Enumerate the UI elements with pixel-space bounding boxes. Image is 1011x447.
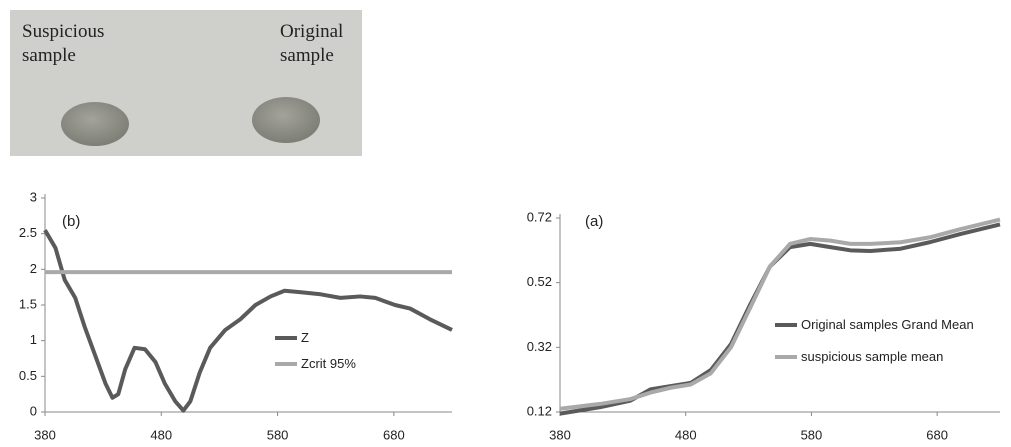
x-tick-label: 580 bbox=[267, 427, 289, 442]
y-tick-label: 1 bbox=[30, 332, 37, 347]
y-tick-label: 2 bbox=[30, 261, 37, 276]
y-tick-label: 0.52 bbox=[527, 274, 552, 289]
legend-label: Original samples Grand Mean bbox=[801, 315, 1011, 334]
x-tick-label: 380 bbox=[549, 427, 571, 442]
photo-label: Suspicious sample bbox=[22, 20, 132, 68]
y-tick-label: 0.5 bbox=[19, 368, 37, 383]
x-tick-label: 480 bbox=[675, 427, 697, 442]
figure: 0 0.5 1 1.5 2 2.5 3 380 480 580 680 (b) 0.12 0.32 0.52… bbox=[0, 0, 1011, 447]
x-tick-label: 480 bbox=[150, 427, 172, 442]
x-tick-label: 680 bbox=[383, 427, 405, 442]
x-tick-label: 680 bbox=[926, 427, 948, 442]
y-tick-label: 0.72 bbox=[527, 209, 552, 224]
legend-label: Zcrit 95% bbox=[301, 354, 401, 373]
x-tick-label: 580 bbox=[801, 427, 823, 442]
annotation: (b) bbox=[62, 213, 80, 230]
series-line bbox=[45, 230, 452, 410]
y-tick-label: 0.12 bbox=[527, 403, 552, 418]
y-tick-label: 3 bbox=[30, 189, 37, 204]
y-tick-label: 2.5 bbox=[19, 225, 37, 240]
annotation: (a) bbox=[585, 213, 603, 230]
x-tick-label: 380 bbox=[34, 427, 56, 442]
y-tick-label: 0 bbox=[30, 403, 37, 418]
legend-label: Z bbox=[301, 328, 401, 347]
y-tick-label: 1.5 bbox=[19, 296, 37, 311]
chart: 0 0.5 1 1.5 2 2.5 3 380 480 580 680 (b) 0.12 0.32 0.52… bbox=[0, 0, 1011, 447]
photo-label: Original sample bbox=[280, 20, 390, 68]
pill bbox=[61, 102, 129, 146]
legend-label: suspicious sample mean bbox=[801, 347, 1011, 366]
y-tick-label: 0.32 bbox=[527, 339, 552, 354]
pill bbox=[252, 97, 320, 143]
